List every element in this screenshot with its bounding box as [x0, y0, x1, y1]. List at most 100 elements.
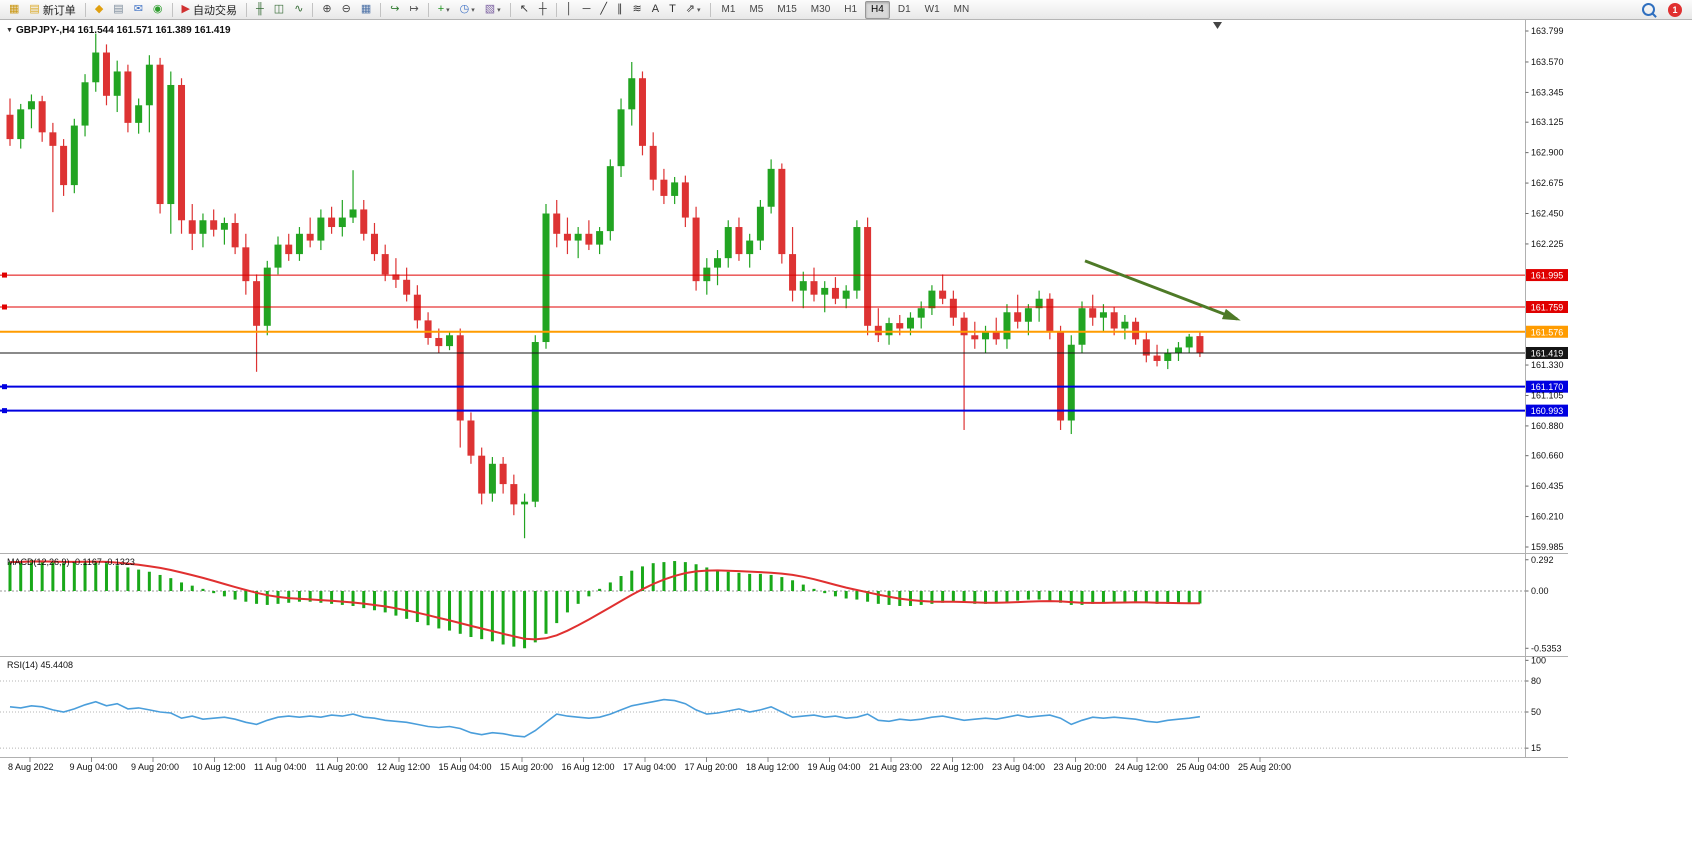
chart-shift-icon[interactable]: ↦ [405, 0, 422, 19]
svg-text:19 Aug 04:00: 19 Aug 04:00 [808, 762, 861, 772]
line-handle[interactable] [2, 408, 7, 414]
svg-text:12 Aug 12:00: 12 Aug 12:00 [377, 762, 430, 772]
price-line-label [1526, 404, 1568, 417]
channel-icon[interactable]: ∥ [613, 0, 627, 19]
rsi-indicator-label: RSI(14) 45.4408 [7, 660, 74, 670]
new-order-button[interactable]: ▤ 新订单 [25, 0, 79, 19]
svg-text:15: 15 [1531, 743, 1541, 753]
line-handle[interactable] [2, 272, 7, 278]
macd-signal-line [9, 560, 1200, 641]
chevron-down-icon[interactable]: ▾ [446, 6, 450, 14]
zoom-in-icon: ⊕ [322, 3, 332, 15]
new-order-button-label: 新订单 [42, 4, 76, 17]
svg-text:21 Aug 23:00: 21 Aug 23:00 [869, 762, 922, 772]
price-axis[interactable]: 163.799 163.570 163.345 163.125 162.900 162.6… [1525, 26, 1564, 552]
chevron-down-icon[interactable]: ▾ [497, 6, 501, 14]
arrows-icon[interactable]: ⇗ ▾ [682, 0, 705, 19]
notification-badge[interactable]: 1 [1668, 2, 1682, 17]
chevron-down-icon[interactable]: ▾ [471, 6, 475, 14]
svg-text:163.570: 163.570 [1531, 57, 1564, 67]
search-button[interactable] [1638, 0, 1659, 19]
svg-text:16 Aug 12:00: 16 Aug 12:00 [562, 762, 615, 772]
trendline-icon[interactable]: ╱ [596, 0, 611, 19]
toolbar-separator [509, 2, 511, 17]
horizontal-line-icon[interactable]: ─ [579, 0, 595, 19]
svg-text:80: 80 [1531, 676, 1541, 686]
candlestick-icon[interactable]: ◫ [270, 0, 288, 19]
timeframe-m30[interactable]: M30 [810, 3, 831, 15]
svg-text:11 Aug 20:00: 11 Aug 20:00 [316, 762, 368, 772]
time-axis[interactable]: 8 Aug 2022 9 Aug 04:00 9 Aug 20:00 10 Aug 1… [8, 757, 1291, 772]
zoom-out-icon[interactable]: ⊖ [338, 0, 355, 19]
svg-text:-0.5353: -0.5353 [1531, 643, 1562, 653]
svg-text:161.995: 161.995 [1531, 271, 1564, 281]
line-handle[interactable] [2, 384, 7, 390]
periods-icon[interactable]: ◷ ▾ [456, 0, 479, 19]
svg-text:160.660: 160.660 [1531, 451, 1564, 461]
bar-chart-icon: ╫ [255, 3, 264, 15]
toolbar-separator [312, 2, 314, 17]
svg-text:162.675: 162.675 [1531, 178, 1564, 188]
fibonacci-icon: ≋ [632, 3, 642, 15]
timeframe-m1[interactable]: M1 [721, 3, 736, 15]
trend-arrow[interactable] [1084, 259, 1241, 321]
chart-shift-marker[interactable] [1213, 22, 1222, 29]
label-icon: T [669, 3, 676, 15]
vertical-line-icon[interactable]: │ [562, 0, 577, 19]
text-icon: A [651, 3, 660, 15]
svg-text:25 Aug 04:00: 25 Aug 04:00 [1177, 762, 1230, 772]
vertical-line-icon: │ [565, 3, 573, 15]
svg-text:50: 50 [1531, 707, 1541, 717]
candlestick-icon: ◫ [273, 3, 285, 15]
pane-frame [0, 20, 1568, 758]
tile-windows-icon[interactable]: ▦ [357, 0, 375, 19]
zoom-in-icon[interactable]: ⊕ [318, 0, 335, 19]
timeframe-w1[interactable]: W1 [924, 3, 940, 15]
line-handle[interactable] [2, 304, 7, 310]
mail-icon[interactable]: ✉ [130, 0, 147, 19]
crosshair-icon: ┼ [538, 3, 547, 15]
timeframe-mn[interactable]: MN [953, 3, 970, 15]
fibonacci-icon[interactable]: ≋ [629, 0, 646, 19]
chevron-down-icon[interactable]: ▾ [697, 6, 701, 14]
rsi-pane[interactable]: 100 80 50 15 [0, 655, 1546, 753]
channel-icon: ∥ [617, 3, 623, 15]
chart-shift-icon: ↦ [409, 3, 419, 15]
macd-pane[interactable]: 0.292 0.00 -0.5353 [0, 555, 1562, 654]
price-lines[interactable]: 161.995 161.759 161.576 161.419 161.170 160.9… [0, 269, 1568, 417]
svg-text:163.799: 163.799 [1531, 26, 1564, 36]
new-chart-icon[interactable]: ▦ [5, 0, 23, 19]
text-icon[interactable]: A [648, 0, 663, 19]
timeframe-h1[interactable]: H1 [844, 3, 858, 15]
gold-icon[interactable]: ◆ [91, 0, 107, 19]
timeframe-m15[interactable]: M15 [777, 3, 797, 15]
line-chart-icon[interactable]: ∿ [290, 0, 307, 19]
timeframe-d1[interactable]: D1 [897, 3, 911, 15]
svg-text:160.993: 160.993 [1531, 406, 1564, 416]
timeframe-m5[interactable]: M5 [749, 3, 764, 15]
templates-icon: ▧ [484, 3, 496, 15]
svg-text:163.125: 163.125 [1531, 117, 1564, 127]
voice-icon[interactable]: ◉ [149, 0, 167, 19]
label-icon[interactable]: T [665, 0, 680, 19]
toolbar-separator [245, 2, 247, 17]
bar-chart-icon[interactable]: ╫ [252, 0, 268, 19]
chevron-down-icon[interactable]: ▼ [6, 27, 13, 34]
autotrade-button[interactable]: ▶ 自动交易 [178, 0, 241, 19]
templates-icon[interactable]: ▧ ▾ [481, 0, 505, 19]
cursor-icon[interactable]: ↖ [516, 0, 533, 19]
svg-text:161.576: 161.576 [1531, 327, 1564, 337]
voice-icon: ◉ [152, 3, 163, 15]
print-icon[interactable]: ▤ [109, 0, 127, 19]
toolbar: ▦ ▤ 新订单 ◆ ▤ ✉ ◉ ▶ 自动交易 ╫ ◫ ∿ ⊕ ⊖ ▦ ↪ ↦ + ▾ ◷ ▾ ▧ ▾ ↖ ┼ │ ─ ╱ ∥ ≋ A T ⇗ ▾ … [0, 0, 1692, 20]
periods-icon: ◷ [459, 3, 470, 15]
svg-text:24 Aug 12:00: 24 Aug 12:00 [1115, 762, 1168, 772]
svg-text:9 Aug 04:00: 9 Aug 04:00 [70, 762, 118, 772]
crosshair-icon[interactable]: ┼ [535, 0, 551, 19]
indicators-icon[interactable]: + ▾ [434, 0, 454, 19]
svg-text:162.900: 162.900 [1531, 148, 1564, 158]
timeframe-h4[interactable]: H4 [865, 0, 890, 19]
auto-scroll-icon[interactable]: ↪ [386, 0, 403, 19]
price-line-label [1526, 380, 1568, 393]
